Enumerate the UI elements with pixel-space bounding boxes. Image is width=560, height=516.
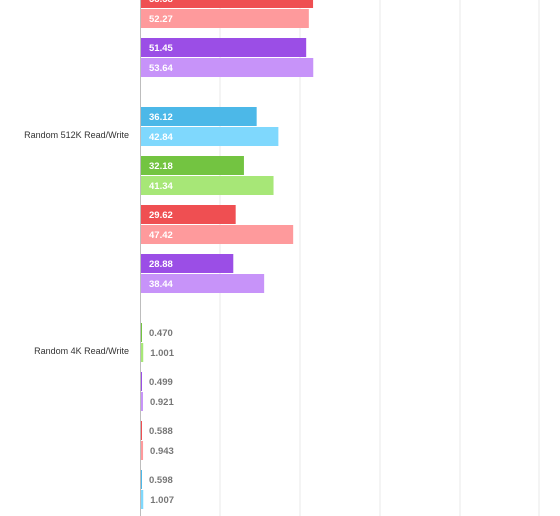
bar-g2-5	[140, 441, 144, 460]
bar-g1-0	[140, 107, 257, 126]
bar-g0-3	[140, 58, 314, 77]
bar-g1-3	[140, 176, 274, 195]
bar-g2-7	[140, 490, 144, 509]
bar-g1-5	[140, 225, 294, 244]
bar-g1-6	[140, 254, 234, 273]
bar-value-label: 41.34	[149, 181, 173, 192]
bar-value-label: 1.001	[150, 348, 174, 359]
bar-g1-2	[140, 156, 244, 175]
bar-g1-1	[140, 127, 279, 146]
bar-value-label: 47.42	[149, 230, 173, 241]
bar-value-label: 32.18	[149, 161, 173, 172]
group-label: Random 512K Read/Write	[24, 130, 129, 140]
bar-g2-3	[140, 392, 143, 411]
bar-g0-1	[140, 9, 309, 28]
bar-g1-7	[140, 274, 265, 293]
bar-value-label: 53.58	[149, 0, 173, 5]
bar-value-label: 51.45	[149, 43, 173, 54]
bar-value-label: 1.007	[150, 495, 174, 506]
bar-g0-2	[140, 38, 307, 57]
group-label: Random 4K Read/Write	[34, 346, 129, 356]
bar-g2-1	[140, 343, 144, 362]
bar-value-label: 0.598	[149, 475, 173, 486]
bar-value-label: 36.12	[149, 112, 173, 123]
bar-value-label: 0.499	[149, 377, 173, 388]
bar-g1-4	[140, 205, 236, 224]
bar-value-label: 29.62	[149, 210, 173, 221]
bar-g0-0	[140, 0, 314, 8]
bar-value-label: 0.943	[150, 446, 174, 457]
bar-value-label: 52.27	[149, 14, 173, 25]
bar-value-label: 0.588	[149, 426, 173, 437]
bar-value-label: 38.44	[149, 279, 173, 290]
bar-value-label: 0.921	[150, 397, 174, 408]
bar-value-label: 0.470	[149, 328, 173, 339]
bar-value-label: 53.64	[149, 63, 173, 74]
bar-value-label: 28.88	[149, 259, 173, 270]
bar-value-label: 42.84	[149, 132, 173, 143]
